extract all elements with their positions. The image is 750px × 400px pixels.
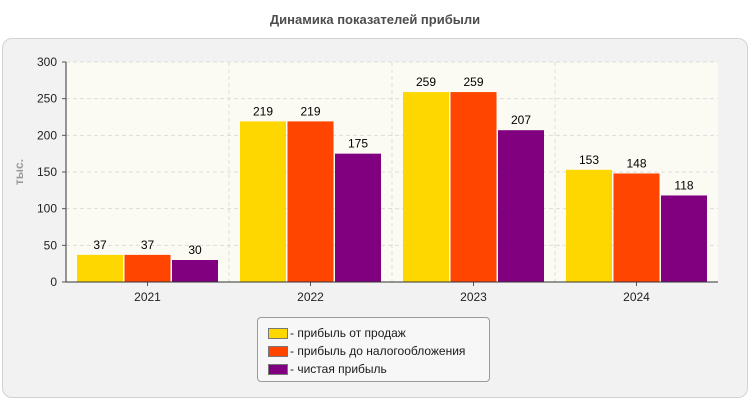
bar[interactable] [124,254,171,282]
data-label: 37 [93,238,107,252]
bar[interactable] [566,169,612,282]
legend-item: - прибыль до налогообложения [268,342,489,360]
y-tick-label: 100 [37,202,57,216]
legend-label: - прибыль от продаж [290,326,406,340]
y-tick-label: 250 [37,92,57,106]
y-tick-label: 150 [37,165,57,179]
legend-item: - чистая прибыль [268,360,489,378]
data-label: 118 [674,178,693,192]
legend-item: - прибыль от продаж [268,324,489,342]
y-tick-label: 0 [50,275,57,289]
data-label: 259 [463,75,483,89]
x-tick-label: 2021 [134,290,161,304]
x-tick-label: 2023 [460,290,487,304]
legend-swatch [268,363,288,375]
bar[interactable] [613,173,660,282]
data-label: 259 [416,75,436,89]
bar[interactable] [240,121,286,283]
data-label: 148 [626,156,646,170]
y-axis-label: тыс. [12,159,26,185]
legend-label: - чистая прибыль [290,362,387,376]
data-label: 219 [253,104,273,118]
bar[interactable] [450,92,497,282]
y-tick-label: 50 [44,238,58,252]
legend-swatch [268,345,288,357]
bar[interactable] [335,153,381,282]
x-tick-label: 2022 [297,290,324,304]
bar[interactable] [498,130,544,282]
data-label: 219 [300,104,320,118]
bar[interactable] [77,254,123,282]
bar[interactable] [172,260,218,282]
data-label: 175 [348,137,368,151]
bar[interactable] [403,92,449,282]
data-label: 153 [579,153,599,167]
bar[interactable] [661,195,707,282]
legend-swatch [268,327,288,339]
legend-label: - прибыль до налогообложения [290,344,466,358]
chart-legend: - прибыль от продаж - прибыль до налогооб… [257,317,490,382]
data-label: 207 [511,113,531,127]
y-tick-label: 200 [37,128,57,142]
data-label: 30 [188,243,202,257]
data-label: 37 [141,238,155,252]
y-tick-label: 300 [37,55,57,69]
x-tick-label: 2024 [623,290,650,304]
bar[interactable] [287,121,334,283]
chart-title: Динамика показателей прибыли [269,12,481,27]
